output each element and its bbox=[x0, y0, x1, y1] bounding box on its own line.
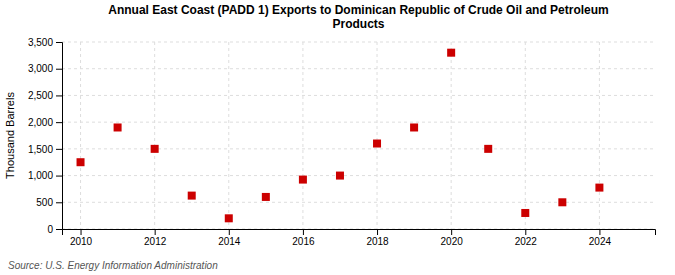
grid-line bbox=[62, 42, 655, 43]
tick-mark bbox=[56, 69, 62, 70]
tick-mark bbox=[56, 42, 62, 43]
tick: 2014 bbox=[218, 229, 241, 247]
source: Source: U.S. Energy Information Administ… bbox=[8, 260, 218, 271]
grid-line bbox=[228, 42, 229, 229]
tick-mark bbox=[81, 229, 82, 235]
tick-label: 2022 bbox=[515, 236, 538, 247]
grid-line bbox=[599, 42, 600, 229]
grid-line bbox=[525, 42, 526, 229]
tick: 1,000 bbox=[28, 170, 62, 181]
axis-line bbox=[63, 230, 656, 236]
grid-line bbox=[80, 42, 81, 229]
grid-line bbox=[302, 42, 303, 229]
point bbox=[558, 198, 566, 206]
points bbox=[77, 49, 604, 223]
tick-mark bbox=[155, 229, 156, 235]
tick-label: 2014 bbox=[218, 236, 241, 247]
tick-mark bbox=[56, 149, 62, 150]
tick-mark bbox=[451, 229, 452, 235]
x-axis: 2010 2012 2014 2016 2018 2020 2022 2024 bbox=[63, 229, 656, 247]
tick-label: 500 bbox=[36, 197, 53, 208]
point bbox=[336, 172, 344, 180]
tick: 2016 bbox=[292, 229, 315, 247]
y-axis: 0 500 1,000 1,500 2,000 2,500 3,000 3,500 bbox=[28, 37, 63, 235]
tick: 3,000 bbox=[28, 63, 62, 74]
tick-mark bbox=[525, 229, 526, 235]
tick-mark bbox=[56, 229, 62, 230]
grid-line bbox=[377, 42, 378, 229]
tick-label: 2018 bbox=[366, 236, 389, 247]
tick-mark bbox=[56, 95, 62, 96]
tick-label: 2016 bbox=[292, 236, 315, 247]
tick-label: 1,500 bbox=[28, 144, 53, 155]
tick: 2024 bbox=[589, 229, 612, 247]
tick-label: 2020 bbox=[441, 236, 464, 247]
tick-mark bbox=[229, 229, 230, 235]
tick-label: 2024 bbox=[589, 236, 612, 247]
tick-label: 2,500 bbox=[28, 90, 53, 101]
grid-line bbox=[62, 175, 655, 176]
tick: 2,500 bbox=[28, 90, 62, 101]
tick: 2,000 bbox=[28, 117, 62, 128]
point bbox=[595, 184, 603, 192]
tick-mark bbox=[303, 229, 304, 235]
point bbox=[151, 145, 159, 153]
point bbox=[77, 158, 85, 166]
point bbox=[373, 140, 381, 148]
tick: 2022 bbox=[515, 229, 538, 247]
tick: 500 bbox=[36, 197, 62, 208]
point bbox=[114, 123, 122, 131]
tick-label: 3,000 bbox=[28, 63, 53, 74]
tick-mark bbox=[56, 202, 62, 203]
tick: 2012 bbox=[144, 229, 167, 247]
tick: 2010 bbox=[70, 229, 93, 247]
tick-label: 2012 bbox=[144, 236, 167, 247]
point bbox=[484, 145, 492, 153]
axis-line bbox=[56, 43, 63, 230]
grid-line bbox=[62, 68, 655, 69]
tick: 2020 bbox=[441, 229, 464, 247]
grid-line bbox=[451, 42, 452, 229]
grid-line bbox=[62, 95, 655, 96]
plot-area: 2010 2012 2014 2016 2018 2020 2022 2024 0 500 1,00… bbox=[28, 37, 656, 247]
tick: 1,500 bbox=[28, 144, 62, 155]
point bbox=[410, 123, 418, 131]
tick-label: 2,000 bbox=[28, 117, 53, 128]
tick: 0 bbox=[47, 224, 62, 235]
tick-mark bbox=[599, 229, 600, 235]
point bbox=[225, 214, 233, 222]
tick-label: 0 bbox=[47, 224, 53, 235]
tick-mark bbox=[377, 229, 378, 235]
point bbox=[447, 49, 455, 57]
grid bbox=[62, 42, 655, 229]
tick-label: 3,500 bbox=[28, 37, 53, 48]
point bbox=[262, 193, 270, 201]
tick-label: 2010 bbox=[70, 236, 93, 247]
point bbox=[299, 176, 307, 184]
point bbox=[521, 209, 529, 217]
tick: 3,500 bbox=[28, 37, 62, 48]
grid-line bbox=[62, 122, 655, 123]
tick-label: 1,000 bbox=[28, 170, 53, 181]
point bbox=[188, 192, 196, 200]
tick-mark bbox=[56, 176, 62, 177]
chart: 2010 2012 2014 2016 2018 2020 2022 2024 0 500 1,00… bbox=[0, 0, 675, 275]
tick: 2018 bbox=[366, 229, 389, 247]
title: Annual East Coast (PADD 1) Exports to Do… bbox=[108, 3, 609, 31]
grid-line bbox=[154, 42, 155, 229]
y-axis-title: Thousand Barrels bbox=[4, 92, 16, 179]
tick-mark bbox=[56, 122, 62, 123]
